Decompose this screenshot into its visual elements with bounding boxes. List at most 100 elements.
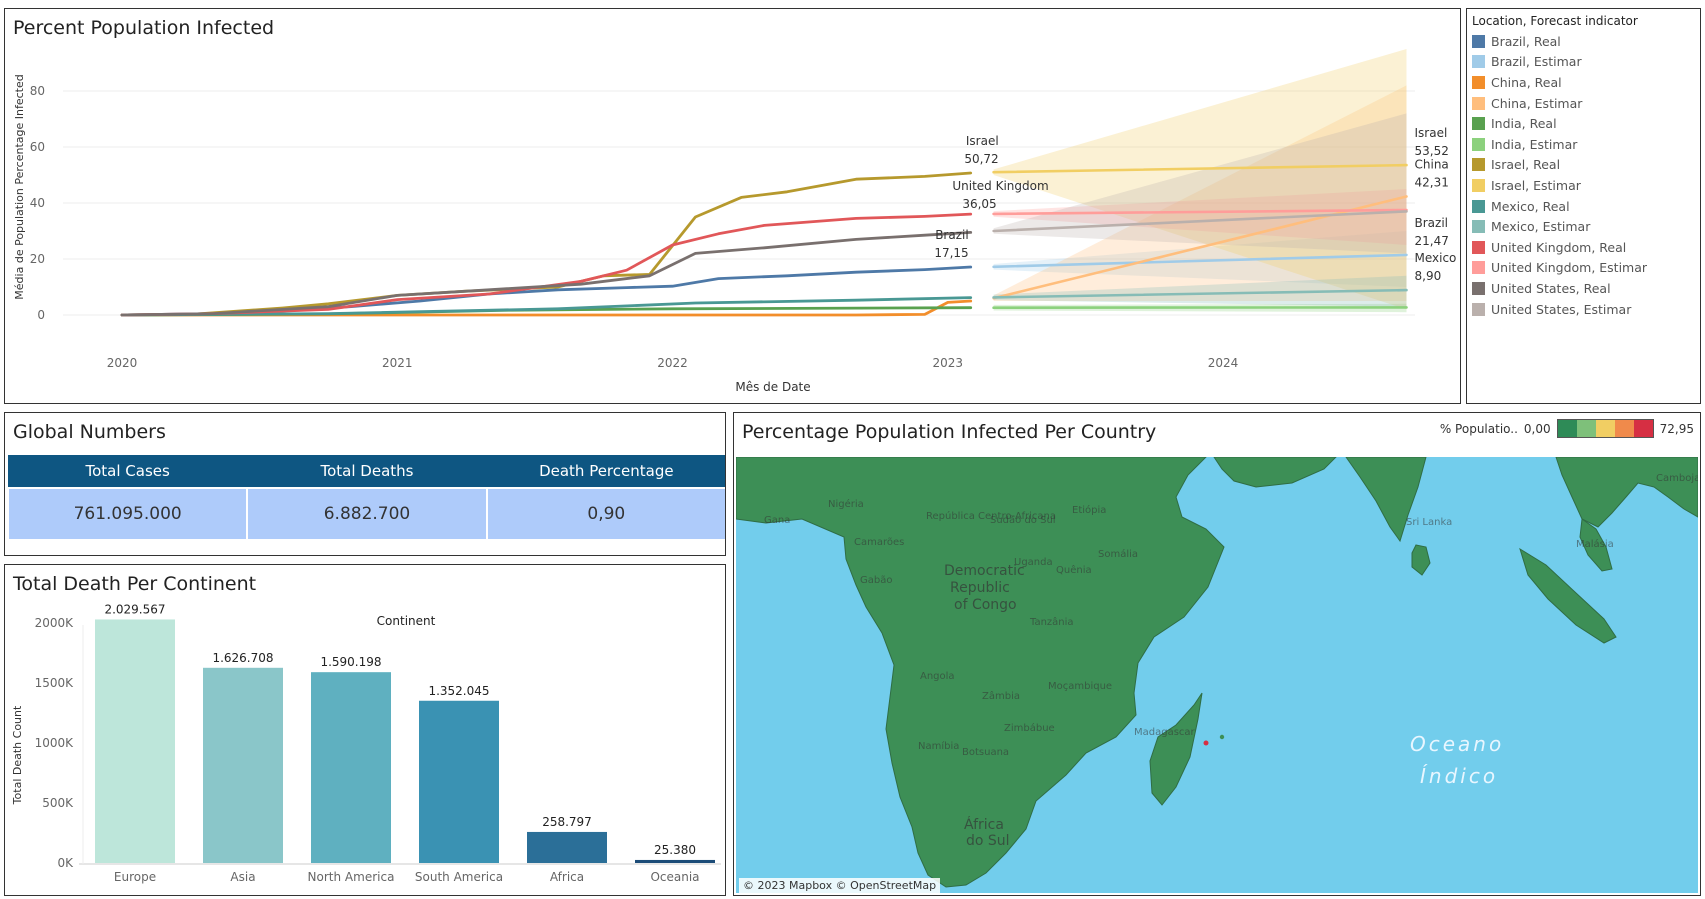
bar-south-america[interactable]	[419, 700, 499, 863]
annotation-country: Mexico	[1415, 251, 1457, 265]
legend-item-brazil-estimar[interactable]: Brazil, Estimar	[1472, 52, 1647, 73]
legend-item-label: Brazil, Real	[1491, 33, 1561, 49]
legend-swatch	[1472, 34, 1485, 48]
legend-swatch	[1472, 302, 1485, 316]
map-scale-step-3	[1614, 420, 1634, 437]
legend-item-israel-real[interactable]: Israel, Real	[1472, 155, 1647, 176]
bar-category-label: Oceania	[650, 870, 699, 884]
legend-item-united-kingdom-real[interactable]: United Kingdom, Real	[1472, 237, 1647, 258]
annotation-country: Israel	[1415, 126, 1448, 140]
bar-oceania[interactable]	[635, 859, 715, 863]
legend-item-label: United Kingdom, Estimar	[1491, 260, 1648, 276]
global-numbers-title: Global Numbers	[13, 421, 166, 443]
bar-chart: Continent 0K 500K 1000K 1500K 2000K Total Deat…	[11, 602, 721, 884]
annotation-value: 42,31	[1415, 176, 1449, 190]
series-line-mexico-real[interactable]	[120, 296, 973, 317]
map-label-tanzania: Tanzânia	[1029, 616, 1074, 628]
series-line-united-kingdom-real[interactable]	[120, 212, 973, 317]
annotation-country: Brazil	[1415, 216, 1449, 230]
map-legend-label: % Populatio..	[1439, 421, 1518, 436]
annotation-value: 21,47	[1415, 234, 1449, 248]
x-tick-label: 2024	[1208, 356, 1239, 370]
legend-item-united-kingdom-estimar[interactable]: United Kingdom, Estimar	[1472, 258, 1647, 279]
legend-swatch	[1472, 220, 1485, 234]
map-scale-step-1	[1576, 420, 1596, 437]
forecast-band-israel-estimar	[993, 49, 1407, 310]
line-chart: 0 20 40 60 80 2020 2021 2022 2023 2024 Mês de Date…	[13, 49, 1457, 394]
map-label-ethiopia: Etiópia	[1072, 504, 1106, 516]
map-label-car-1: República Centro-Africana	[926, 510, 1056, 522]
legend-item-united-states-estimar[interactable]: United States, Estimar	[1472, 299, 1647, 320]
bar-legend-title: Continent	[377, 614, 436, 628]
legend-swatch	[1472, 117, 1485, 131]
legend-item-label: Brazil, Estimar	[1491, 54, 1582, 70]
map-color-legend: % Populatio.. 0,00 72,95	[1440, 419, 1694, 438]
map-label-nigeria: Nigéria	[828, 498, 864, 510]
series-line-china-real[interactable]	[120, 299, 973, 317]
series-line-united-states-estimar[interactable]	[992, 210, 1408, 233]
x-tick-label: 2020	[107, 356, 138, 370]
annotation-value: 36,05	[962, 197, 996, 211]
legend-item-united-states-real[interactable]: United States, Real	[1472, 278, 1647, 299]
legend-swatch	[1472, 137, 1485, 151]
map-label-south-africa-2: do Sul	[966, 833, 1010, 849]
legend-item-label: Israel, Estimar	[1491, 177, 1581, 193]
bar-chart-panel: Total Death Per Continent Continent 0K 500…	[4, 564, 726, 896]
legend-item-china-estimar[interactable]: China, Estimar	[1472, 93, 1647, 114]
series-line-united-kingdom-estimar[interactable]	[992, 208, 1408, 216]
bar-category-label: Asia	[230, 870, 255, 884]
bar-asia[interactable]	[203, 667, 283, 863]
legend-item-brazil-real[interactable]: Brazil, Real	[1472, 31, 1647, 52]
legend-item-label: United States, Estimar	[1491, 301, 1632, 317]
death-percentage-value: 0,90	[485, 486, 725, 541]
map-label-south-africa-1: África	[964, 816, 1004, 833]
legend-item-mexico-real[interactable]: Mexico, Real	[1472, 196, 1647, 217]
map-label-somalia: Somália	[1098, 548, 1138, 560]
series-line-israel-real[interactable]	[120, 171, 973, 317]
annotation-country: China	[1415, 158, 1449, 172]
map-label-mozambique: Moçambique	[1048, 681, 1112, 692]
x-axis-label: Mês de Date	[735, 380, 810, 394]
map-label-drc-1: Democratic	[944, 563, 1025, 579]
legend-item-mexico-estimar[interactable]: Mexico, Estimar	[1472, 216, 1647, 237]
map-label-cameroon: Camarões	[854, 537, 904, 548]
bar-value-label: 25.380	[654, 843, 696, 857]
total-deaths-header: Total Deaths	[246, 455, 488, 488]
map-view[interactable]: Nigéria República Centro-Africana Sudão …	[736, 457, 1698, 893]
bar-value-label: 258.797	[542, 815, 592, 829]
series-line-mexico-estimar[interactable]	[992, 288, 1408, 299]
annotation-country: Israel	[966, 134, 999, 148]
forecast-band-china-estimar	[993, 85, 1407, 302]
map-label-south-sudan: Sudão do Sul	[990, 515, 1056, 526]
bar-africa[interactable]	[527, 831, 607, 863]
legend-panel: Location, Forecast indicator Brazil, Rea…	[1466, 8, 1701, 404]
legend-item-india-real[interactable]: India, Real	[1472, 113, 1647, 134]
annotation-united-kingdom: United Kingdom 36,05	[952, 179, 1048, 211]
map-scale-step-2	[1595, 420, 1615, 437]
series-line-israel-estimar[interactable]	[992, 163, 1408, 174]
sri-lanka-landmass	[1411, 544, 1431, 576]
bar-europe[interactable]	[95, 619, 175, 863]
legend-swatch	[1472, 158, 1485, 172]
legend-item-india-estimar[interactable]: India, Estimar	[1472, 134, 1647, 155]
map-attribution[interactable]: © 2023 Mapbox © OpenStreetMap	[739, 878, 941, 893]
map-label-botswana: Botsuana	[962, 747, 1009, 758]
map-legend-scale	[1556, 419, 1654, 438]
legend-item-israel-estimar[interactable]: Israel, Estimar	[1472, 175, 1647, 196]
total-cases-value: 761.095.000	[6, 486, 249, 541]
map-label-drc-3: of Congo	[954, 597, 1017, 613]
bar-north-america[interactable]	[311, 672, 391, 863]
legend-swatch	[1472, 261, 1485, 275]
map-label-sri-lanka: Sri Lanka	[1406, 517, 1452, 528]
series-line-brazil-estimar[interactable]	[992, 253, 1408, 269]
africa-landmass	[736, 457, 1225, 888]
legend-swatch	[1472, 75, 1485, 89]
series-line-united-states-real[interactable]	[120, 231, 973, 317]
legend-item-label: China, Estimar	[1491, 95, 1583, 111]
mauritius-island	[1219, 734, 1225, 740]
map-label-ghana: Gana	[764, 515, 790, 526]
legend-item-china-real[interactable]: China, Real	[1472, 72, 1647, 93]
legend-item-label: Israel, Real	[1491, 157, 1561, 173]
y-tick-label: 60	[30, 140, 45, 154]
map-title: Percentage Population Infected Per Count…	[742, 421, 1157, 443]
